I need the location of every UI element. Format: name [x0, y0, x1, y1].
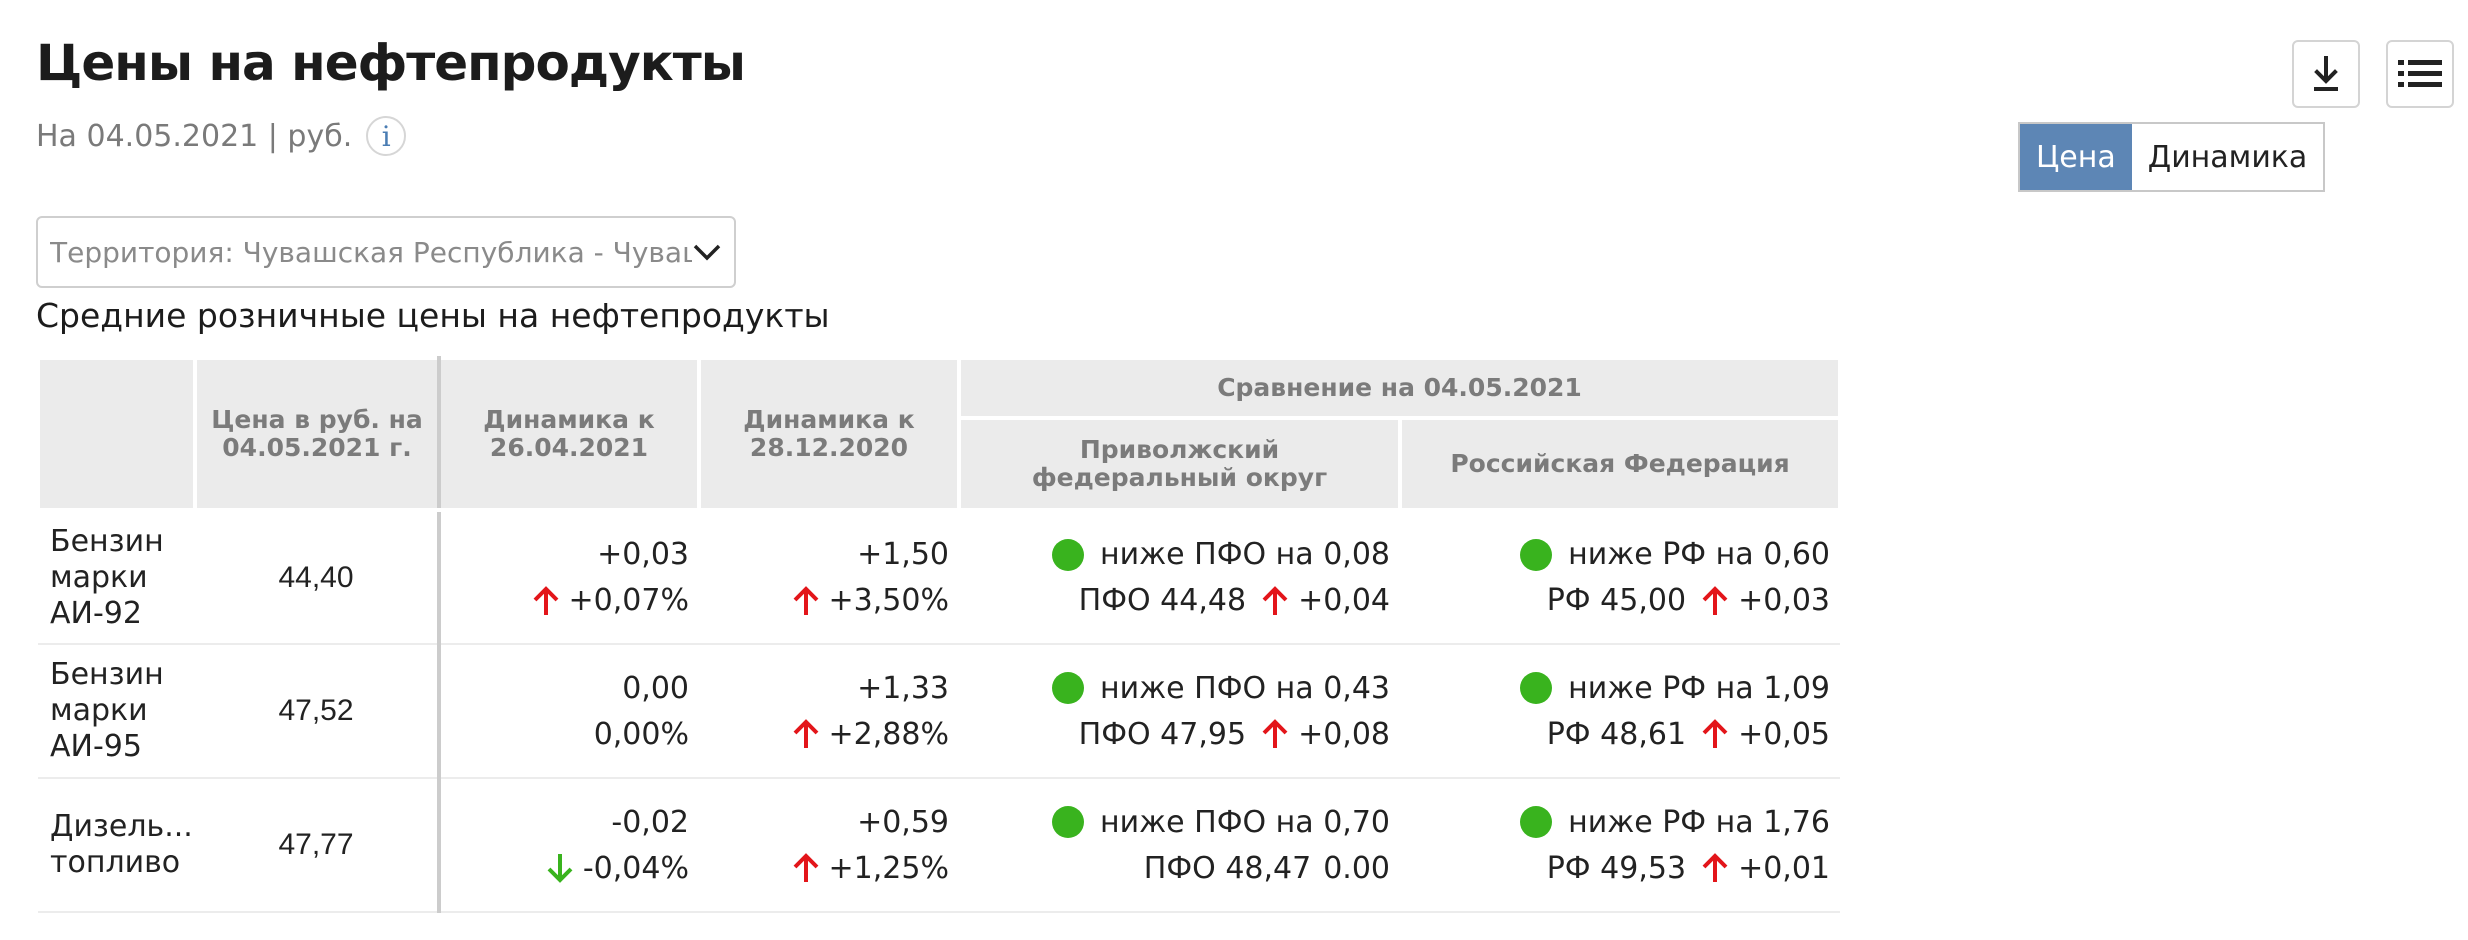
dynamics-year-abs: +1,50 — [857, 537, 949, 572]
arrow-down-icon — [543, 851, 577, 885]
toggle-dynamics[interactable]: Динамика — [2131, 124, 2324, 190]
country-price: РФ 49,53 — [1546, 850, 1687, 886]
country-price: РФ 48,61 — [1546, 716, 1687, 752]
header-dynamics-week: Динамика к 26.04.2021 — [437, 356, 701, 512]
district-compare-text: ниже ПФО на 0,08 — [1100, 537, 1390, 572]
dynamics-year-pct: +3,50% — [828, 583, 949, 618]
chevron-down-icon — [693, 244, 721, 261]
arrow-up-icon — [1698, 717, 1732, 751]
dynamics-year-cell: +1,33 +2,88% — [699, 644, 959, 779]
country-compare-cell: ниже РФ на 1,76 РФ 49,53 +0,01 — [1400, 778, 1840, 913]
status-dot-icon — [1520, 538, 1553, 571]
district-compare-cell: ниже ПФО на 0,70 ПФО 48,47 0.00 — [959, 778, 1400, 913]
country-delta: +0,03 — [1738, 583, 1830, 618]
table-row: Бензин марки АИ-92 44,40 +0,03 +0,07% +1,50 +… — [38, 510, 1840, 645]
fuel-name: Бензин марки АИ-92 — [38, 510, 195, 645]
district-compare-cell: ниже ПФО на 0,08 ПФО 44,48 +0,04 — [959, 510, 1400, 645]
arrow-up-icon — [789, 717, 823, 751]
arrow-up-icon — [1698, 584, 1732, 618]
district-price: ПФО 47,95 — [1078, 716, 1247, 752]
dynamics-week-abs: 0,00 — [622, 670, 689, 706]
dynamics-year-pct: +1,25% — [828, 850, 949, 886]
district-price: ПФО 48,47 — [1143, 850, 1312, 886]
district-compare-cell: ниже ПФО на 0,43 ПФО 47,95 +0,08 — [959, 644, 1400, 779]
info-icon[interactable]: i — [366, 116, 407, 156]
territory-value: Территория: Чувашская Республика - Чуваш… — [50, 235, 692, 269]
header-fuel — [36, 356, 197, 512]
menu-button[interactable] — [2386, 40, 2454, 108]
dynamics-week-cell: 0,00 0,00% — [439, 644, 699, 779]
dynamics-week-abs: -0,02 — [611, 804, 689, 840]
price-value: 44,40 — [195, 510, 441, 645]
dynamics-year-abs: +1,33 — [857, 670, 949, 706]
dynamics-year-cell: +0,59 +1,25% — [699, 778, 959, 913]
arrow-up-icon — [1258, 717, 1292, 751]
price-value: 47,52 — [195, 644, 441, 779]
status-dot-icon — [1520, 672, 1553, 704]
list-menu-icon — [2398, 60, 2442, 87]
territory-select[interactable]: Территория: Чувашская Республика - Чуваш… — [36, 216, 736, 288]
country-delta: +0,01 — [1738, 850, 1830, 886]
page-subtitle: На 04.05.2021 | руб. i — [36, 114, 407, 158]
status-dot-icon — [1052, 806, 1084, 838]
fuel-name: Бензин марки АИ-95 — [38, 644, 195, 779]
status-dot-icon — [1052, 538, 1084, 571]
status-dot-icon — [1052, 672, 1084, 704]
header-dynamics-year: Динамика к 28.12.2020 — [697, 356, 961, 512]
dynamics-week-cell: -0,02 -0,04% — [439, 778, 699, 913]
date-unit-label: На 04.05.2021 | руб. — [36, 118, 353, 154]
page-title: Цены на нефтепродукты — [36, 34, 746, 92]
arrow-up-icon — [789, 851, 823, 885]
download-icon — [2314, 56, 2338, 91]
price-value: 47,77 — [195, 778, 441, 913]
country-compare-text: ниже РФ на 1,76 — [1568, 804, 1830, 840]
toggle-price[interactable]: Цена — [2020, 124, 2132, 190]
arrow-up-icon — [529, 584, 563, 618]
country-compare-cell: ниже РФ на 0,60 РФ 45,00 +0,03 — [1400, 510, 1840, 645]
country-compare-text: ниже РФ на 1,09 — [1568, 670, 1830, 706]
table-row: Дизель... топливо 47,77 -0,02 -0,04% +0,59 +1… — [38, 778, 1840, 913]
header-comparison: Сравнение на 04.05.2021 — [957, 356, 1842, 420]
dynamics-week-pct: 0,00% — [593, 716, 689, 752]
header-price: Цена в руб. на 04.05.2021 г. — [193, 356, 441, 512]
download-button[interactable] — [2292, 40, 2360, 108]
dynamics-year-pct: +2,88% — [828, 716, 949, 752]
header-country: Российская Федерация — [1398, 416, 1842, 512]
table-row: Бензин марки АИ-95 47,52 0,00 0,00% +1,33 +2,… — [38, 644, 1840, 779]
dynamics-week-pct: -0,04% — [582, 850, 689, 886]
status-dot-icon — [1520, 806, 1553, 838]
country-delta: +0,05 — [1738, 716, 1830, 752]
prices-table: Цена в руб. на 04.05.2021 г. Динамика к … — [36, 356, 1842, 913]
district-delta: +0,08 — [1298, 716, 1390, 752]
section-title: Средние розничные цены на нефтепродукты — [36, 296, 830, 335]
arrow-up-icon — [1258, 584, 1292, 618]
district-compare-text: ниже ПФО на 0,70 — [1100, 804, 1390, 840]
district-delta: 0.00 — [1323, 850, 1390, 886]
header-district: Приволжский федеральный округ — [957, 416, 1402, 512]
country-compare-cell: ниже РФ на 1,09 РФ 48,61 +0,05 — [1400, 644, 1840, 779]
district-price: ПФО 44,48 — [1078, 583, 1247, 618]
dynamics-week-pct: +0,07% — [568, 583, 689, 618]
country-price: РФ 45,00 — [1546, 583, 1687, 618]
arrow-up-icon — [1698, 851, 1732, 885]
country-compare-text: ниже РФ на 0,60 — [1568, 537, 1830, 572]
dynamics-year-cell: +1,50 +3,50% — [699, 510, 959, 645]
district-delta: +0,04 — [1298, 583, 1390, 618]
dynamics-week-cell: +0,03 +0,07% — [439, 510, 699, 645]
district-compare-text: ниже ПФО на 0,43 — [1100, 670, 1390, 706]
fuel-name: Дизель... топливо — [38, 778, 195, 913]
dynamics-year-abs: +0,59 — [857, 804, 949, 840]
dynamics-week-abs: +0,03 — [597, 537, 689, 572]
arrow-up-icon — [789, 584, 823, 618]
view-toggle: Цена Динамика — [2018, 122, 2326, 192]
